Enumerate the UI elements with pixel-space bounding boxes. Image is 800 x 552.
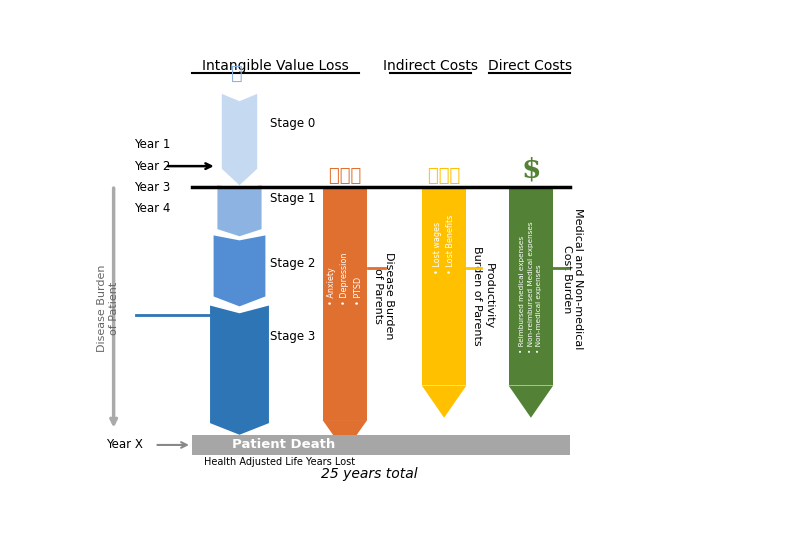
Text: Stage 2: Stage 2 [270,257,316,270]
Text: 25 years total: 25 years total [322,466,418,481]
Text: Year X: Year X [106,438,143,452]
Text: 🚶: 🚶 [230,64,242,83]
Bar [192,435,570,455]
Polygon shape [422,385,466,418]
Text: Direct Costs: Direct Costs [487,59,572,73]
Text: Indirect Costs: Indirect Costs [383,59,478,73]
Polygon shape [322,420,367,452]
Text: • Reimbursed medical expenses
• Non-reimbursed Medical expenses
• Non-medical ex: • Reimbursed medical expenses • Non-reim… [519,221,542,353]
Polygon shape [214,235,266,306]
Bar [422,187,466,385]
Text: Year 1: Year 1 [134,139,170,151]
Text: • Anxiety
• Depression
• PTSD: • Anxiety • Depression • PTSD [327,253,362,305]
Text: Intangible Value Loss: Intangible Value Loss [202,59,349,73]
Text: Year 2: Year 2 [134,160,170,173]
Text: Stage 1: Stage 1 [270,192,316,204]
Text: Productivity
Burden of Parents: Productivity Burden of Parents [472,246,494,346]
Text: Disease Burden
of Patient: Disease Burden of Patient [98,265,119,352]
Text: 👨‍👩‍👦: 👨‍👩‍👦 [329,167,361,185]
Text: Patient Death: Patient Death [232,438,335,452]
Bar [322,187,367,420]
Text: Health Adjusted Life Years Lost: Health Adjusted Life Years Lost [204,457,355,468]
Polygon shape [222,94,257,185]
Text: Stage 0: Stage 0 [270,117,316,130]
Text: $: $ [522,156,541,183]
Text: Year 3: Year 3 [134,181,170,194]
Text: Disease Burden
of Parents: Disease Burden of Parents [373,252,394,339]
Text: Year 4: Year 4 [134,202,170,215]
Text: Stage 3: Stage 3 [270,330,316,343]
Text: 👨‍👩‍👦: 👨‍👩‍👦 [428,167,460,185]
Polygon shape [210,306,269,435]
Text: • Lost wages
• Lost Benefits: • Lost wages • Lost Benefits [433,215,455,274]
Polygon shape [509,385,554,418]
Text: Medical and Non-medical
Cost Burden: Medical and Non-medical Cost Burden [562,208,583,349]
Bar [509,187,554,385]
Polygon shape [218,185,262,236]
